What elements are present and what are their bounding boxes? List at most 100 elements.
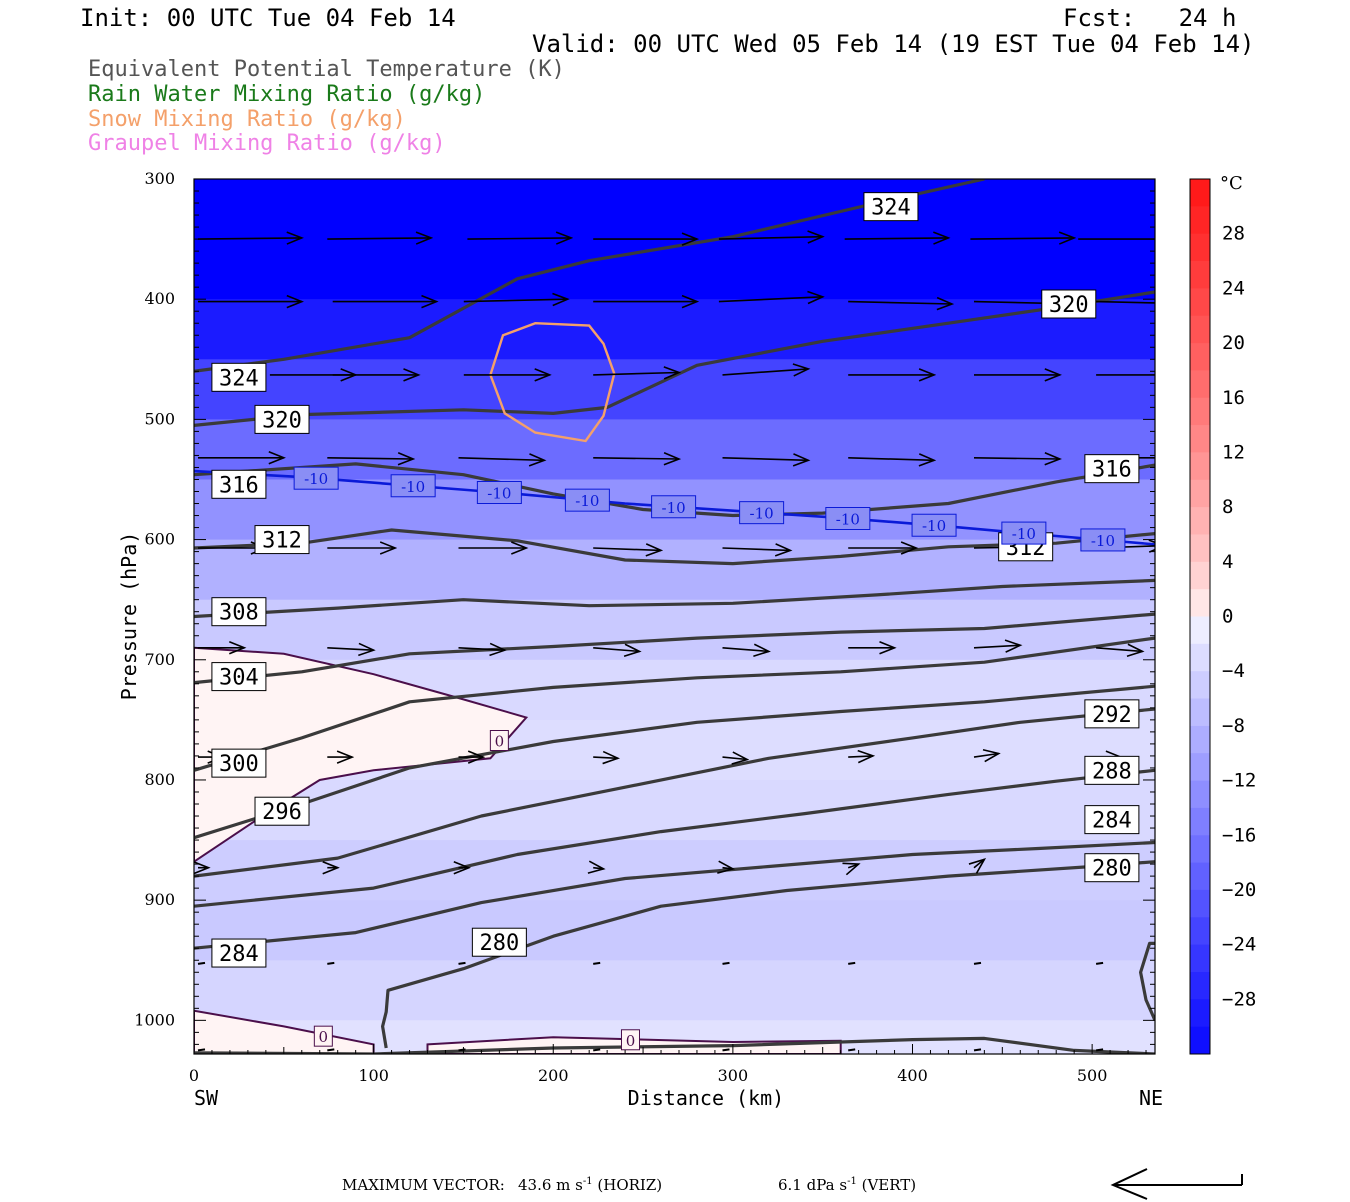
wind-vector <box>723 868 733 869</box>
wind-vector <box>458 1048 466 1052</box>
colorbar-segment <box>1190 452 1210 481</box>
wind-vector <box>593 868 603 869</box>
theta-e-contour <box>194 768 1155 908</box>
minus10-label: -10 <box>575 492 599 510</box>
theta-e-contour <box>194 707 1155 878</box>
minus10-label: -10 <box>401 478 425 496</box>
colorbar-tick-label: −20 <box>1222 879 1256 901</box>
theta-e-label-box <box>1084 454 1140 484</box>
y-tick-label: 800 <box>144 770 175 789</box>
minus10-label-box <box>390 474 436 498</box>
x-tick-label: 200 <box>538 1066 569 1085</box>
wind-vector <box>848 458 934 461</box>
zero-contour-label: 0 <box>495 733 505 751</box>
colorbar-segment <box>1190 862 1210 891</box>
legend-rain: Rain Water Mixing Ratio (g/kg) <box>88 82 486 107</box>
theta-e-label-box <box>211 362 267 392</box>
theta-e-label: 300 <box>219 752 259 777</box>
wind-vector <box>1096 300 1155 304</box>
wind-vector <box>848 1048 856 1052</box>
x-tick-label: 0 <box>189 1066 199 1085</box>
minus10-label: -10 <box>750 505 774 523</box>
minus10-label: -10 <box>304 470 328 488</box>
x-tick-label: 300 <box>718 1066 749 1085</box>
zero-contour-label: 0 <box>319 1028 329 1046</box>
theta-e-label-box <box>1084 699 1140 729</box>
theta-e-contour <box>194 612 1155 685</box>
vert-exponent: -1 <box>847 1176 857 1187</box>
colorbar-tick-label: 8 <box>1222 496 1233 518</box>
colorbar-segment <box>1190 288 1210 317</box>
theta-e-label-box <box>211 469 267 499</box>
minus10-label-box <box>825 507 871 531</box>
theta-e-contour <box>194 578 1155 619</box>
theta-e-label-box <box>254 796 310 826</box>
wind-vector <box>593 373 679 375</box>
minus10-label-box <box>651 495 697 519</box>
wind-vector <box>593 458 679 459</box>
wind-vector <box>467 238 571 239</box>
horiz-unit: (HORIZ) <box>597 1176 663 1194</box>
theta-e-label-box <box>1084 755 1140 785</box>
zero-degree-region <box>194 646 529 863</box>
colorbar-segment <box>1190 671 1210 699</box>
colorbar-segment <box>1190 561 1210 590</box>
colorbar-segment <box>1190 179 1210 207</box>
wind-vector <box>197 961 206 965</box>
x-tick-label: 100 <box>358 1066 389 1085</box>
temperature-band <box>194 780 1155 841</box>
wind-vector <box>458 648 505 650</box>
colorbar-segment <box>1190 999 1210 1028</box>
theta-e-label: 288 <box>1092 759 1132 784</box>
theta-e-label: 324 <box>219 366 259 391</box>
wind-vector <box>327 648 373 650</box>
theta-e-label: 324 <box>871 196 911 221</box>
theta-e-label-box <box>211 662 267 692</box>
colorbar-segment <box>1190 725 1210 754</box>
colorbar-segment <box>1190 1026 1210 1055</box>
colorbar-segment <box>1190 315 1210 344</box>
colorbar-segment <box>1190 835 1210 864</box>
minus10-label-box <box>911 513 957 537</box>
theta-e-label-box <box>471 927 527 957</box>
theta-e-contour <box>194 840 1155 950</box>
colorbar-segment <box>1190 753 1210 781</box>
temperature-band <box>194 960 1155 1021</box>
theta-e-contour <box>1139 941 1155 1021</box>
theta-e-contour <box>194 636 1155 772</box>
temperature-band <box>194 359 1155 420</box>
wind-vector <box>848 864 858 868</box>
colorbar-segment <box>1190 889 1210 918</box>
y-tick-label: 1000 <box>134 1010 175 1029</box>
theta-e-label-box <box>1041 289 1097 319</box>
theta-e-label: 296 <box>262 800 302 825</box>
colorbar-tick-label: −28 <box>1222 988 1256 1010</box>
theta-e-contour <box>381 860 1155 1049</box>
theta-e-contour <box>194 684 1155 840</box>
y-tick-label: 900 <box>144 890 175 909</box>
vert-value: 6.1 dPa s <box>778 1176 848 1194</box>
theta-e-label: 308 <box>219 601 259 626</box>
temperature-band <box>194 900 1155 961</box>
wind-vector <box>718 297 823 302</box>
colorbar-segment <box>1190 425 1210 453</box>
colorbar-segment <box>1190 233 1210 262</box>
wind-vector <box>722 648 769 652</box>
wind-vector <box>327 458 413 459</box>
x-tick-label: 400 <box>897 1066 928 1085</box>
wind-vector <box>973 961 982 965</box>
wind-vector <box>973 1048 982 1052</box>
minus10-label-box <box>476 481 522 505</box>
wind-vector <box>722 1048 730 1052</box>
theta-e-label: 284 <box>1092 809 1132 834</box>
theta-e-label-box <box>211 938 267 968</box>
minus10-label-box <box>293 466 339 490</box>
wind-vector <box>722 757 748 759</box>
wind-vector <box>327 961 335 965</box>
theta-e-label-box <box>254 404 310 434</box>
wind-vector <box>973 754 999 758</box>
colorbar-frame <box>1189 178 1211 1055</box>
theta-e-label-box <box>211 597 267 627</box>
colorbar-segment <box>1190 370 1210 399</box>
